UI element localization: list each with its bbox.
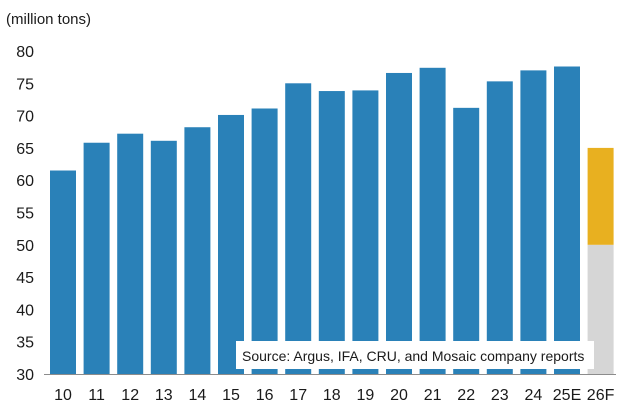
- y-tick-label: 75: [16, 76, 34, 93]
- x-tick-label: 16: [256, 387, 274, 404]
- x-tick-label: 15: [222, 387, 240, 404]
- x-tick-label: 14: [189, 387, 207, 404]
- y-tick-label: 60: [16, 173, 34, 190]
- x-tick-label: 17: [289, 387, 307, 404]
- bar-12: [117, 133, 144, 374]
- bars: [50, 66, 614, 375]
- bar-18: [318, 91, 345, 374]
- x-tick-label: 19: [357, 387, 375, 404]
- bar-21: [419, 67, 446, 375]
- bar-11: [83, 142, 110, 374]
- bar-17: [285, 83, 312, 375]
- bar-20: [386, 72, 412, 375]
- x-tick-label: 18: [323, 387, 341, 404]
- x-tick-label: 12: [121, 387, 139, 404]
- x-tick-label: 25E: [553, 387, 581, 404]
- y-tick-label: 50: [16, 238, 34, 255]
- x-tick-label: 13: [155, 387, 173, 404]
- source-annotation: Source: Argus, IFA, CRU, and Mosaic comp…: [236, 341, 594, 369]
- bar-24: [520, 70, 547, 374]
- bar-13: [150, 140, 177, 374]
- x-tick-label: 21: [424, 387, 442, 404]
- bar-26F-range: [587, 147, 614, 245]
- bar-10: [50, 170, 76, 374]
- y-axis: 30 35 40 45 50 55 60 65 70 75 80: [16, 44, 34, 384]
- x-tick-label: 26F: [587, 387, 615, 404]
- bar-16: [251, 108, 278, 374]
- bar-22: [453, 107, 480, 375]
- y-tick-label: 70: [16, 109, 34, 126]
- x-tick-label: 20: [390, 387, 408, 404]
- y-tick-label: 30: [16, 367, 34, 384]
- x-tick-label: 23: [491, 387, 509, 404]
- bar-23: [486, 81, 513, 374]
- source-annotation-text: Source: Argus, IFA, CRU, and Mosaic comp…: [242, 348, 584, 364]
- y-unit-label: (million tons): [6, 11, 91, 28]
- y-tick-label: 55: [16, 206, 34, 223]
- source-annotation-background: [236, 341, 594, 369]
- bar-15: [218, 114, 244, 374]
- x-axis: 10 11 12 13 14 15 16 17 18 19 20 21 22 23 24 25E 26F: [44, 374, 616, 404]
- bar-25E: [554, 66, 580, 374]
- bar-14: [184, 127, 211, 374]
- y-tick-label: 45: [16, 270, 34, 287]
- x-tick-label: 10: [54, 387, 72, 404]
- x-tick-label: 11: [88, 387, 105, 404]
- y-tick-label: 65: [16, 141, 34, 158]
- y-tick-label: 80: [16, 44, 34, 61]
- y-tick-label: 35: [16, 335, 34, 352]
- x-tick-label: 22: [457, 387, 475, 404]
- bar-19: [352, 90, 379, 374]
- y-tick-label: 40: [16, 302, 34, 319]
- x-tick-label: 24: [525, 387, 543, 404]
